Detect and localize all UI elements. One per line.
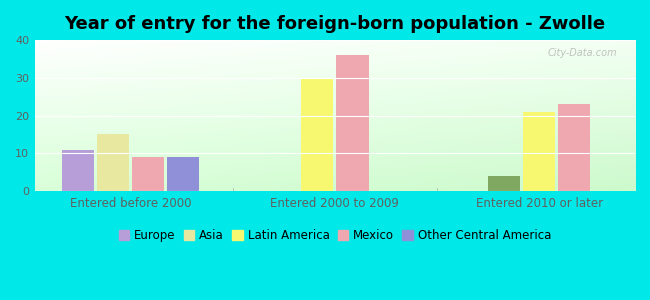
Bar [62, 150, 94, 191]
Bar [523, 112, 555, 191]
Bar [558, 104, 590, 191]
Bar [301, 78, 333, 191]
Bar [336, 55, 369, 191]
Bar [167, 157, 200, 191]
Title: Year of entry for the foreign-born population - Zwolle: Year of entry for the foreign-born popul… [64, 15, 605, 33]
Bar [488, 176, 520, 191]
Bar [132, 157, 164, 191]
Bar [97, 134, 129, 191]
Legend: Europe, Asia, Latin America, Mexico, Other Central America: Europe, Asia, Latin America, Mexico, Oth… [114, 224, 556, 247]
Text: City-Data.com: City-Data.com [547, 48, 617, 58]
